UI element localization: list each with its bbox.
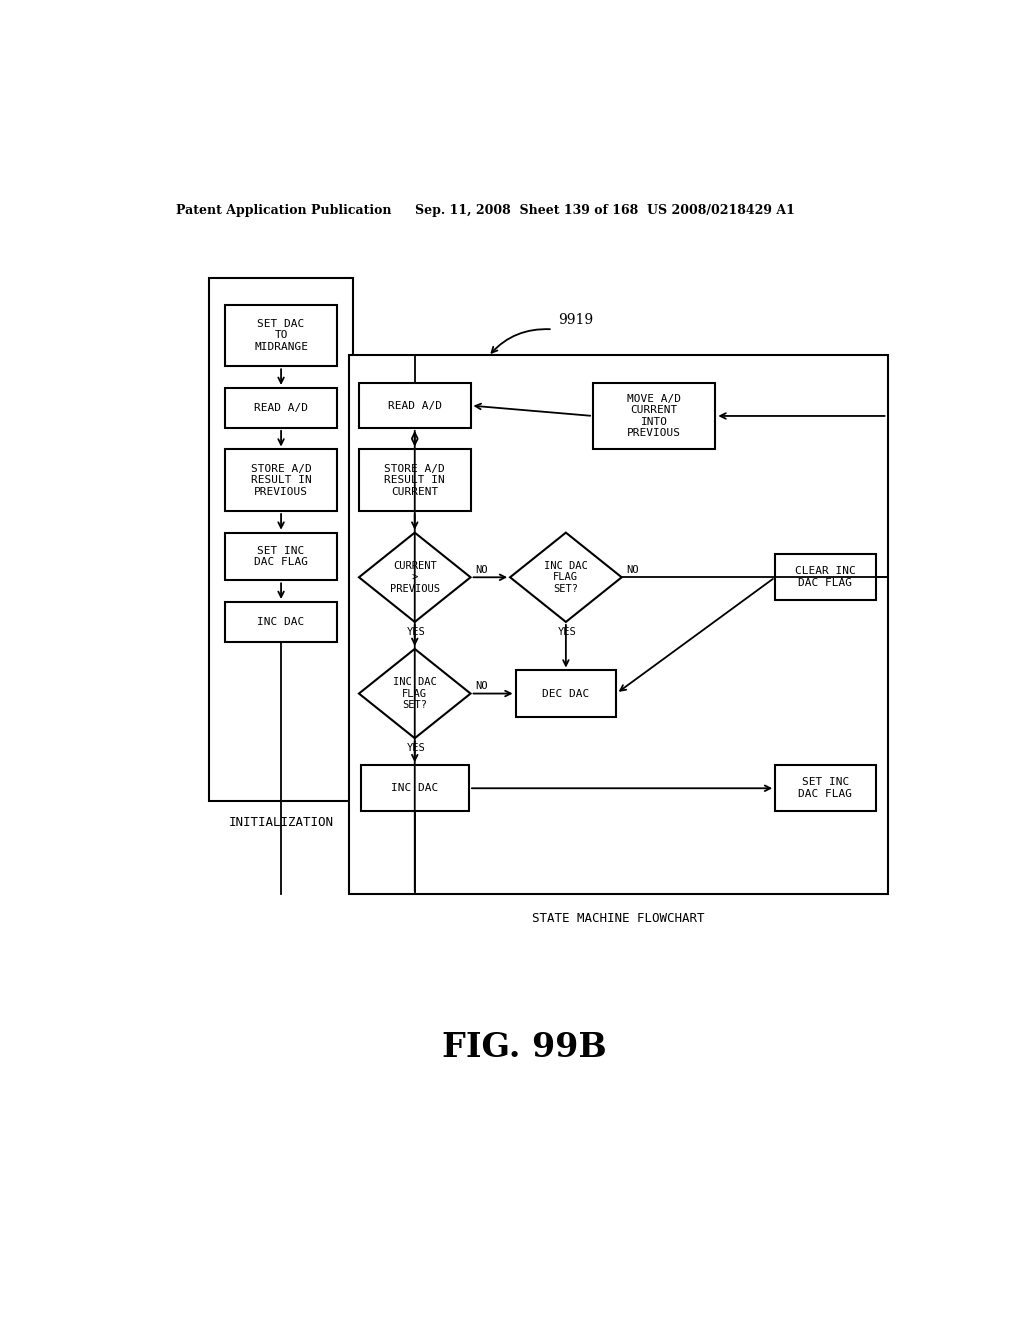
Bar [225,602,337,642]
Text: STATE MACHINE FLOWCHART: STATE MACHINE FLOWCHART [531,912,705,925]
Text: 9919: 9919 [558,313,593,327]
Text: MOVE A/D
CURRENT
INTO
PREVIOUS: MOVE A/D CURRENT INTO PREVIOUS [628,393,681,438]
Text: SET INC
DAC FLAG: SET INC DAC FLAG [254,545,308,568]
Bar [775,554,876,601]
Bar [349,355,888,894]
Bar [775,766,876,812]
Bar [593,383,716,449]
Text: SET DAC
TO
MIDRANGE: SET DAC TO MIDRANGE [254,319,308,352]
Text: SET INC
DAC FLAG: SET INC DAC FLAG [799,777,853,799]
Text: Patent Application Publication: Patent Application Publication [176,205,391,218]
Text: Sep. 11, 2008  Sheet 139 of 168  US 2008/0218429 A1: Sep. 11, 2008 Sheet 139 of 168 US 2008/0… [415,205,795,218]
Text: NO: NO [627,565,639,574]
Polygon shape [510,533,622,622]
Text: CURRENT
>
PREVIOUS: CURRENT > PREVIOUS [390,561,439,594]
Text: READ A/D: READ A/D [254,403,308,413]
Text: STORE A/D
RESULT IN
CURRENT: STORE A/D RESULT IN CURRENT [384,463,445,496]
Text: YES: YES [407,627,426,638]
Text: STORE A/D
RESULT IN
PREVIOUS: STORE A/D RESULT IN PREVIOUS [251,463,311,496]
Bar [209,277,352,801]
Text: INC DAC
FLAG
SET?: INC DAC FLAG SET? [544,561,588,594]
Text: INC DAC: INC DAC [257,616,305,627]
Text: INC DAC: INC DAC [391,783,438,793]
Bar [225,533,337,581]
Text: NO: NO [475,681,487,690]
Text: FIG. 99B: FIG. 99B [442,1031,607,1064]
Bar [360,766,469,812]
Bar [225,305,337,367]
Bar [225,449,337,511]
Text: READ A/D: READ A/D [388,400,441,411]
Text: NO: NO [475,565,487,574]
Text: YES: YES [407,743,426,754]
Bar [359,383,471,428]
Polygon shape [359,533,471,622]
Text: YES: YES [558,627,577,638]
Bar [225,388,337,428]
Bar [515,671,616,717]
Text: DEC DAC: DEC DAC [543,689,590,698]
Bar [359,449,471,511]
Text: CLEAR INC
DAC FLAG: CLEAR INC DAC FLAG [795,566,856,589]
Polygon shape [359,649,471,738]
Text: INC DAC
FLAG
SET?: INC DAC FLAG SET? [393,677,436,710]
Text: INITIALIZATION: INITIALIZATION [228,816,334,829]
